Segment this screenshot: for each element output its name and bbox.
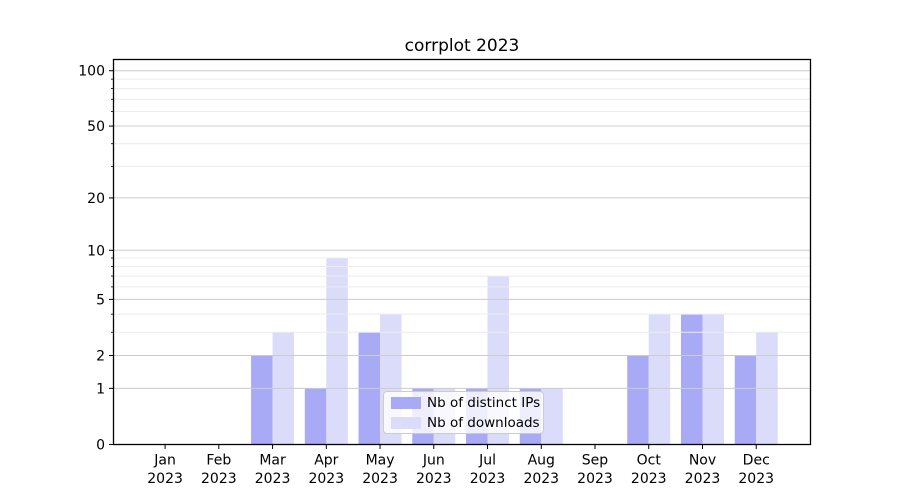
legend-item-downloads: Nb of downloads bbox=[384, 414, 543, 431]
bar-downloads-oct bbox=[648, 314, 671, 445]
x-tick-label-month-feb: Feb bbox=[206, 453, 231, 469]
y-tick-label-2: 2 bbox=[96, 349, 105, 365]
x-tick-label-year-jul: 2023 bbox=[470, 471, 506, 487]
x-tick-label-year-dec: 2023 bbox=[738, 471, 774, 487]
bar-downloads-aug bbox=[541, 388, 563, 445]
y-tick-label-0: 0 bbox=[96, 438, 105, 454]
y-tick-label-100: 100 bbox=[78, 64, 105, 80]
x-tick-label-month-apr: Apr bbox=[314, 453, 338, 469]
x-tick-label-year-oct: 2023 bbox=[631, 471, 667, 487]
legend: Nb of distinct IPs Nb of downloads bbox=[383, 391, 544, 434]
plot-border bbox=[112, 58, 812, 446]
x-tick-label-month-aug: Aug bbox=[528, 453, 555, 469]
x-tick-label-year-sep: 2023 bbox=[577, 471, 613, 487]
y-tick-label-1: 1 bbox=[96, 381, 105, 397]
x-tick-label-year-apr: 2023 bbox=[308, 471, 344, 487]
x-tick-label-year-aug: 2023 bbox=[523, 471, 559, 487]
bar-downloads-nov bbox=[702, 314, 724, 445]
x-tick-label-month-nov: Nov bbox=[689, 453, 716, 469]
x-tick-label-year-jun: 2023 bbox=[416, 471, 452, 487]
chart-title: corrplot 2023 bbox=[404, 36, 520, 56]
bar-ips-apr bbox=[304, 388, 327, 445]
x-tick-label-month-jun: Jun bbox=[422, 453, 445, 469]
legend-item-distinct-ips: Nb of distinct IPs bbox=[384, 394, 543, 411]
x-tick-label-year-jan: 2023 bbox=[147, 471, 183, 487]
x-tick-label-month-may: May bbox=[366, 453, 395, 469]
legend-swatch-distinct-ips bbox=[391, 396, 421, 409]
x-tick-label-month-mar: Mar bbox=[259, 453, 286, 469]
bar-ips-dec bbox=[734, 355, 757, 445]
x-tick-label-year-feb: 2023 bbox=[201, 471, 237, 487]
x-tick-label-year-may: 2023 bbox=[362, 471, 398, 487]
x-tick-label-month-jul: Jul bbox=[478, 453, 496, 469]
x-tick-label-month-jan: Jan bbox=[153, 453, 176, 469]
y-tick-label-10: 10 bbox=[87, 243, 105, 259]
x-tick-label-year-mar: 2023 bbox=[255, 471, 291, 487]
y-tick-label-50: 50 bbox=[87, 119, 105, 135]
y-tick-label-20: 20 bbox=[87, 191, 105, 207]
x-tick-label-month-dec: Dec bbox=[743, 453, 770, 469]
legend-label-downloads: Nb of downloads bbox=[427, 414, 540, 431]
y-tick-label-5: 5 bbox=[96, 292, 105, 308]
legend-swatch-downloads bbox=[391, 416, 421, 429]
x-tick-label-month-oct: Oct bbox=[637, 453, 662, 469]
bar-downloads-apr bbox=[326, 258, 348, 445]
x-tick-label-year-nov: 2023 bbox=[685, 471, 721, 487]
bar-ips-mar bbox=[251, 355, 273, 445]
x-tick-label-month-sep: Sep bbox=[582, 453, 609, 469]
bar-ips-oct bbox=[627, 355, 649, 445]
bar-ips-nov bbox=[680, 314, 703, 445]
legend-label-distinct-ips: Nb of distinct IPs bbox=[427, 394, 541, 411]
